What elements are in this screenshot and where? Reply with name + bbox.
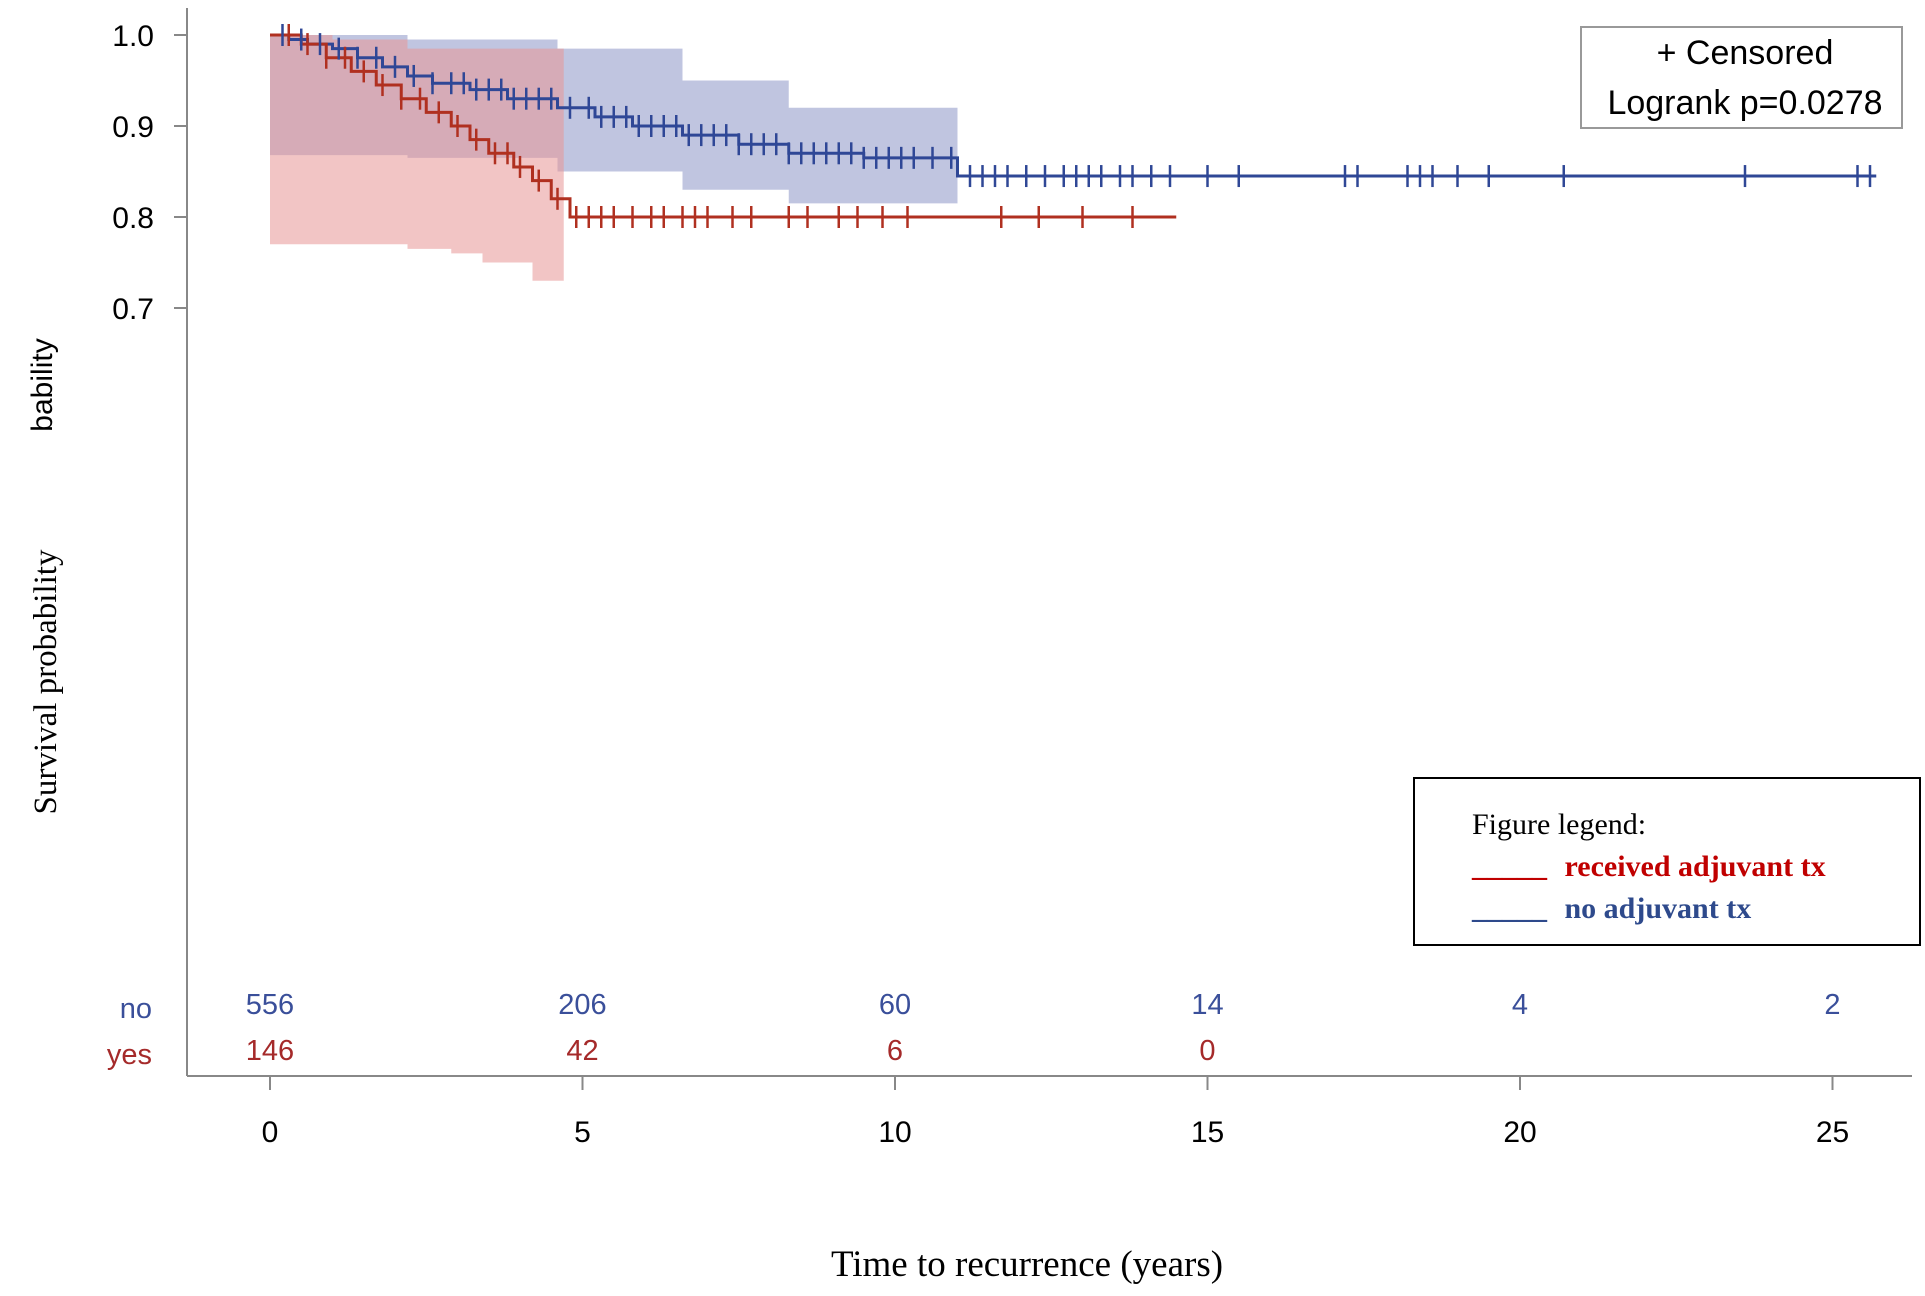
x-axis-ticks: 0 5 10 15 20 25: [262, 1076, 1849, 1149]
x-axis-label: Time to recurrence (years): [831, 1244, 1223, 1285]
censor-marks: [281, 24, 1872, 228]
x-tick-label: 20: [1503, 1116, 1536, 1149]
risk-count-yes: 146: [246, 1035, 294, 1067]
legend-entry-received: _____ received adjuvant tx: [1471, 850, 1826, 883]
risk-group-label-yes: yes: [107, 1039, 152, 1071]
legend-line-no: _____: [1471, 892, 1548, 925]
figure-legend-frame: [1413, 777, 1921, 946]
y-tick-label: 1.0: [112, 20, 154, 53]
x-tick-label: 15: [1191, 1116, 1224, 1149]
risk-group-label-no: no: [120, 993, 152, 1025]
risk-count-no: 60: [879, 989, 911, 1021]
censored-note: + Censored: [1657, 34, 1834, 72]
y-axis-ticks: 0.7 0.8 0.9 1.0: [112, 20, 187, 326]
x-tick-label: 5: [574, 1116, 591, 1149]
legend-label-received: received adjuvant tx: [1565, 850, 1826, 883]
legend-entry-no: _____ no adjuvant tx: [1471, 892, 1751, 925]
figure-legend: Figure legend: _____ received adjuvant t…: [1413, 777, 1921, 946]
figure-legend-title: Figure legend:: [1472, 808, 1646, 841]
risk-count-no: 556: [246, 989, 294, 1021]
y-axis-label: Survival probability: [28, 549, 64, 814]
risk-count-no: 4: [1512, 989, 1528, 1021]
ci-band-yes: [270, 35, 564, 308]
risk-count-no: 206: [558, 989, 606, 1021]
logrank-box: + Censored Logrank p=0.0278: [1580, 26, 1903, 129]
risk-count-yes: 6: [887, 1035, 903, 1067]
legend-line-received: _____: [1471, 850, 1548, 883]
logrank-p-value: Logrank p=0.0278: [1607, 84, 1882, 122]
confidence-bands: [270, 35, 958, 308]
x-tick-label: 0: [262, 1116, 279, 1149]
risk-count-no: 2: [1824, 989, 1840, 1021]
x-tick-label: 10: [878, 1116, 911, 1149]
y-axis-label-fragment: bability: [26, 338, 59, 431]
logrank-box-frame: [1580, 26, 1903, 129]
y-tick-label: 0.7: [112, 293, 154, 326]
risk-count-no: 14: [1191, 989, 1223, 1021]
risk-count-yes: 42: [566, 1035, 598, 1067]
y-tick-label: 0.9: [112, 111, 154, 144]
legend-label-no: no adjuvant tx: [1565, 892, 1752, 925]
y-tick-label: 0.8: [112, 202, 154, 235]
x-tick-label: 25: [1816, 1116, 1849, 1149]
risk-count-yes: 0: [1199, 1035, 1215, 1067]
